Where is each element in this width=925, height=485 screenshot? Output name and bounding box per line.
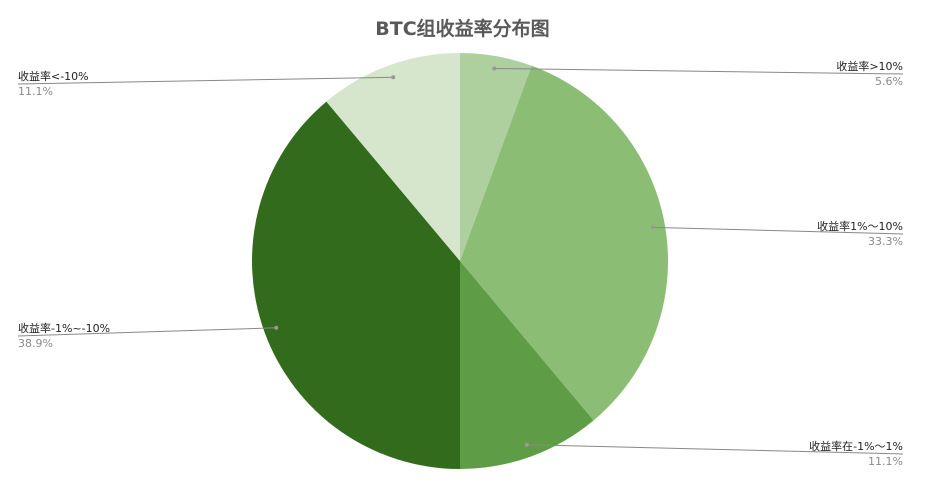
slice-label: 收益率在-1%～1% [809,440,903,453]
slice-value-label: 11.1% [18,85,53,98]
chart-title: BTC组收益率分布图 [375,18,550,40]
slice-value-label: 33.3% [868,235,903,248]
leader-dot [274,325,279,330]
slice-label: 收益率<-10% [18,70,89,83]
pie-slice [460,65,669,421]
pie-slice [460,53,532,261]
slice-value-label: 5.6% [875,75,903,88]
leader-line [494,67,904,75]
pie-slice [252,101,460,469]
leader-line [652,226,904,235]
slice-label: 收益率1%～10% [817,220,903,233]
leader-dot [650,225,655,230]
pie-slice [326,53,460,261]
leader-dot [492,66,497,71]
pie-slice [460,261,594,469]
leader-dot [524,442,529,447]
slice-label: 收益率-1%~-10% [18,322,111,335]
slice-value-label: 11.1% [868,455,903,468]
slice-label: 收益率>10% [836,60,903,73]
leader-dot [391,75,396,80]
leader-line [526,444,904,455]
leader-line [17,76,394,85]
leader-line [17,327,277,337]
slice-value-label: 38.9% [18,337,53,350]
